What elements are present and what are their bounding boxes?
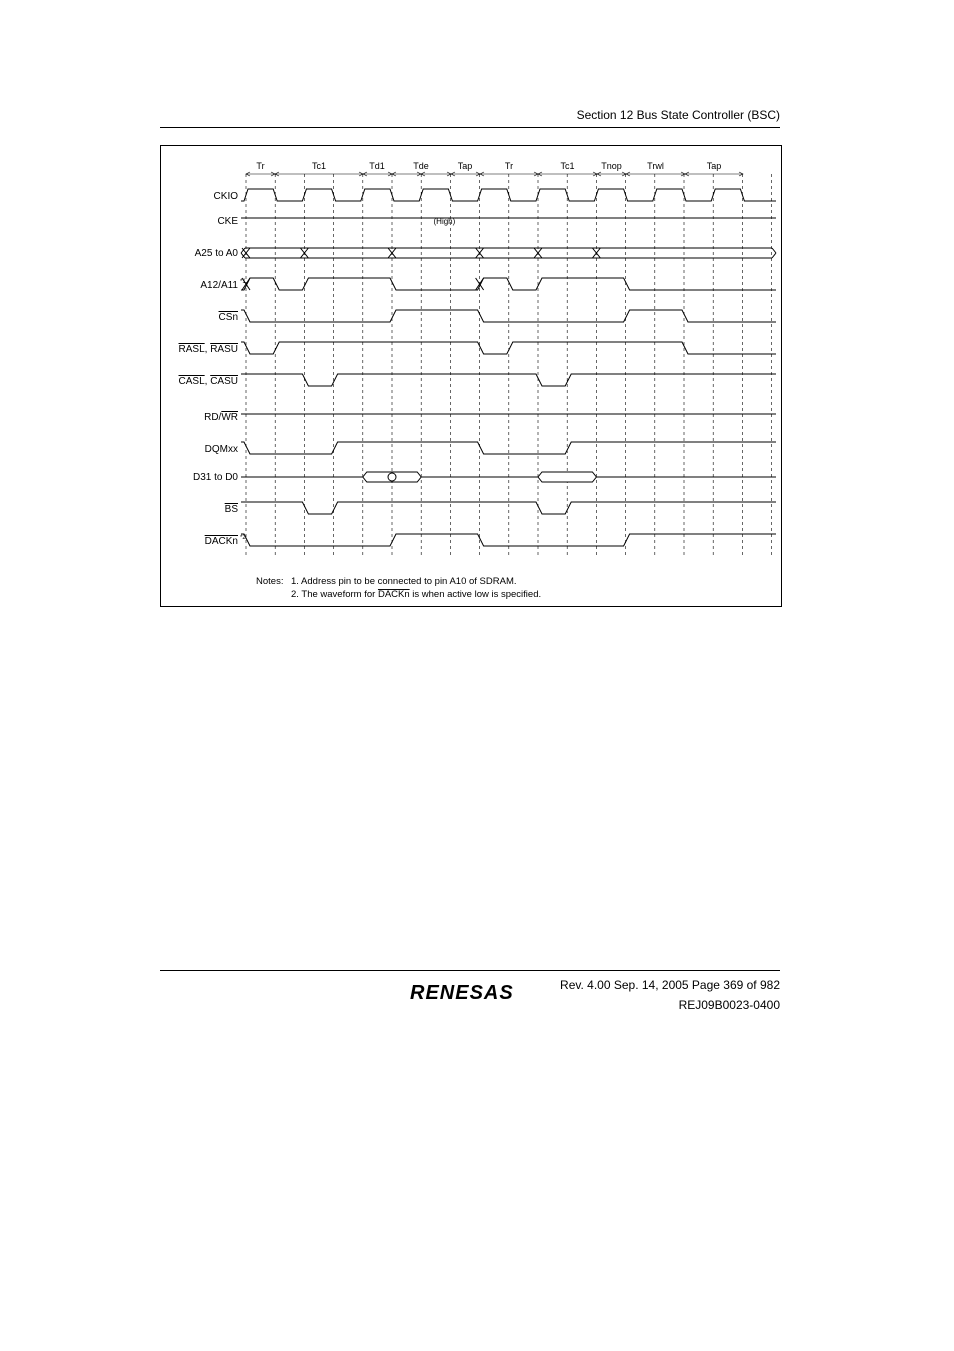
svg-text:Tap: Tap: [458, 161, 473, 171]
svg-text:CKE: CKE: [217, 216, 238, 227]
svg-text:Tr: Tr: [505, 161, 513, 171]
footer-rule: [160, 970, 780, 971]
svg-text:A25 to A0: A25 to A0: [195, 248, 239, 259]
svg-text:Tde: Tde: [413, 161, 429, 171]
svg-text:D31 to D0: D31 to D0: [193, 472, 238, 483]
svg-text:(High): (High): [434, 217, 456, 226]
svg-text:Trwl: Trwl: [647, 161, 664, 171]
timing-diagram: Tr Tc1 Td1 Tde Tap Tr Tc1 Tnop Trwl Tap CKIO CKE A25…: [160, 145, 782, 607]
svg-text:A12/A11: A12/A11: [200, 280, 238, 291]
header-rule: [160, 127, 780, 128]
svg-text:2. The waveform for DACKn is w: 2. The waveform for DACKn is when active…: [291, 589, 541, 600]
svg-text:CASL, CASU: CASL, CASU: [179, 376, 238, 387]
svg-text:1. Address pin to be connected: 1. Address pin to be connected to pin A1…: [291, 576, 517, 587]
svg-text:Tnop: Tnop: [601, 161, 622, 171]
svg-text:RASL, RASU: RASL, RASU: [179, 344, 238, 355]
svg-text:Tr: Tr: [256, 161, 264, 171]
svg-text:CKIO: CKIO: [214, 191, 239, 202]
svg-text:Tap: Tap: [707, 161, 722, 171]
svg-text:DACKn: DACKn: [205, 536, 238, 547]
svg-text:CSn: CSn: [219, 312, 238, 323]
svg-text:DQMxx: DQMxx: [205, 444, 238, 455]
svg-text:Tc1: Tc1: [560, 161, 574, 171]
timing-svg: Tr Tc1 Td1 Tde Tap Tr Tc1 Tnop Trwl Tap CKIO CKE A25…: [161, 146, 781, 606]
svg-text:Notes:: Notes:: [256, 576, 283, 587]
svg-text:Td1: Td1: [369, 161, 385, 171]
svg-text:Tc1: Tc1: [312, 161, 326, 171]
footer-docid: REJ09B0023-0400: [679, 998, 780, 1012]
renesas-logo: RENESAS: [410, 982, 514, 1005]
footer-rev: Rev. 4.00 Sep. 14, 2005 Page 369 of 982: [560, 978, 780, 992]
svg-text:BS: BS: [225, 504, 239, 515]
section-title: Section 12 Bus State Controller (BSC): [577, 108, 780, 122]
svg-text:RD/WR: RD/WR: [204, 412, 238, 423]
